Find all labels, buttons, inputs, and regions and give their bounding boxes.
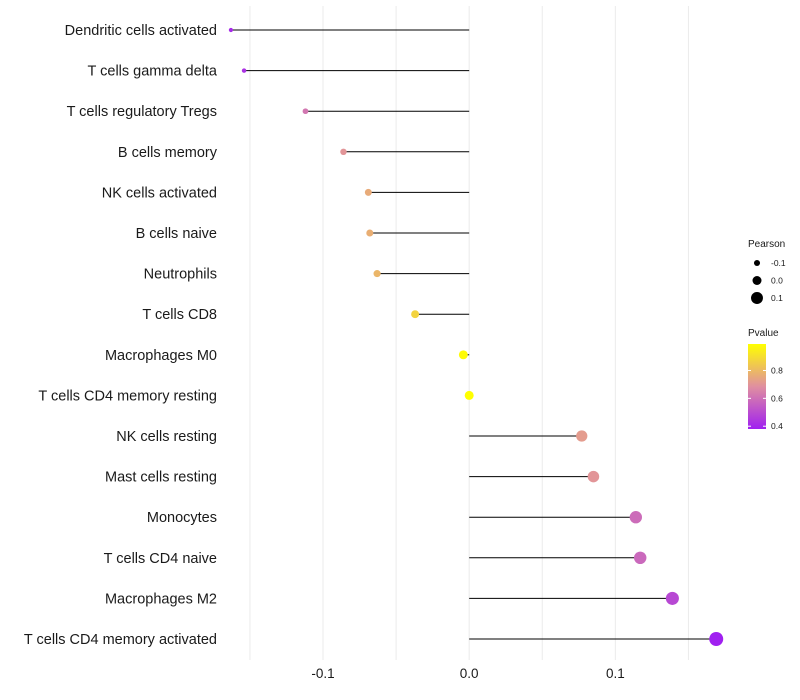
legend-colorbar [748,344,766,429]
lollipop-point [340,148,347,156]
y-tick-label: Mast cells resting [105,470,217,486]
lollipop-point [629,511,643,524]
legend-size-label: 0.0 [771,276,783,286]
y-tick-label: B cells memory [118,145,218,161]
lollipop-point [665,591,679,605]
legend-size-key [752,276,762,285]
lollipop-point [366,229,374,237]
lollipop-point [458,350,468,360]
legend-size-key [751,292,763,304]
lollipop-point [576,430,588,442]
lollipop-point [464,390,474,400]
lollipop-point [709,632,724,646]
lollipop-point [587,470,600,483]
lollipop-point [411,310,420,319]
legend-size-key [753,259,761,267]
legend-size-label: -0.1 [771,258,786,268]
y-tick-label: T cells CD8 [142,307,217,323]
y-tick-label: NK cells activated [102,185,217,201]
y-tick-label: T cells CD4 naive [104,551,217,567]
x-tick-label: 0.0 [460,666,479,681]
lollipop-point [228,27,234,33]
y-tick-label: NK cells resting [116,429,217,445]
x-tick-label: -0.1 [311,666,334,681]
y-tick-label: T cells CD4 memory resting [38,388,217,404]
lollipop-point [373,270,381,278]
legend-color-label: 0.4 [771,421,783,431]
y-tick-label: T cells regulatory Tregs [67,104,217,120]
y-tick-label: Monocytes [147,510,217,526]
legend-size-title: Pearson [748,239,785,250]
lollipop-point [633,551,647,565]
y-tick-label: T cells CD4 memory activated [24,632,217,648]
legend-color-label: 0.8 [771,365,783,375]
x-tick-label: 0.1 [606,666,625,681]
lollipop-point [302,108,309,115]
y-tick-label: Macrophages M2 [105,591,217,607]
lollipop-point [241,68,247,73]
legend-size-label: 0.1 [771,293,783,303]
y-tick-label: T cells gamma delta [88,64,218,80]
y-tick-label: B cells naive [136,226,217,242]
y-tick-label: Macrophages M0 [105,348,217,364]
lollipop-point [364,188,372,196]
legend-color-title: Pvalue [748,328,779,339]
legend-color-label: 0.6 [771,393,783,403]
y-tick-label: Dendritic cells activated [65,23,217,39]
y-tick-label: Neutrophils [144,267,217,283]
